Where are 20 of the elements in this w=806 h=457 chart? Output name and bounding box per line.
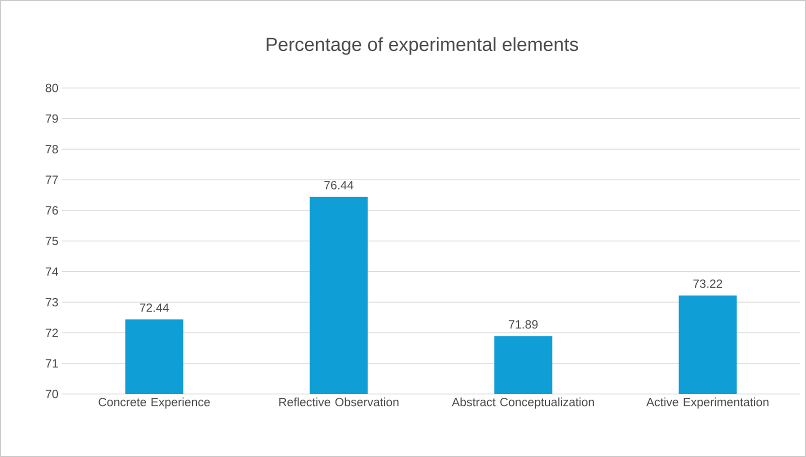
- y-tick-label: 73: [46, 298, 58, 306]
- x-tick-label: Reflective Observation: [279, 398, 398, 406]
- data-label: 73.22: [693, 279, 722, 288]
- y-tick-label: 70: [46, 390, 58, 398]
- data-label: 76.44: [324, 180, 354, 190]
- y-tick-label: 79: [46, 114, 58, 123]
- x-tick-label: Abstract Conceptualization: [452, 398, 594, 409]
- data-label: 72.44: [140, 303, 169, 312]
- y-tick-label: 75: [46, 236, 58, 246]
- y-tick-label: 72: [46, 328, 58, 337]
- y-tick-label: 80: [46, 84, 58, 92]
- y-tick-label: 76: [46, 206, 58, 215]
- x-tick-label: Concrete Experience: [98, 398, 210, 409]
- y-tick-label: 71: [46, 359, 58, 368]
- chart-title: Percentage of experimental elements: [266, 37, 578, 55]
- y-tick-label: 78: [46, 144, 58, 154]
- x-tick-label: Active Experimentation: [646, 398, 768, 409]
- y-tick-label: 74: [46, 267, 58, 276]
- y-tick-label: 77: [46, 176, 58, 184]
- data-label: 71.89: [508, 320, 538, 329]
